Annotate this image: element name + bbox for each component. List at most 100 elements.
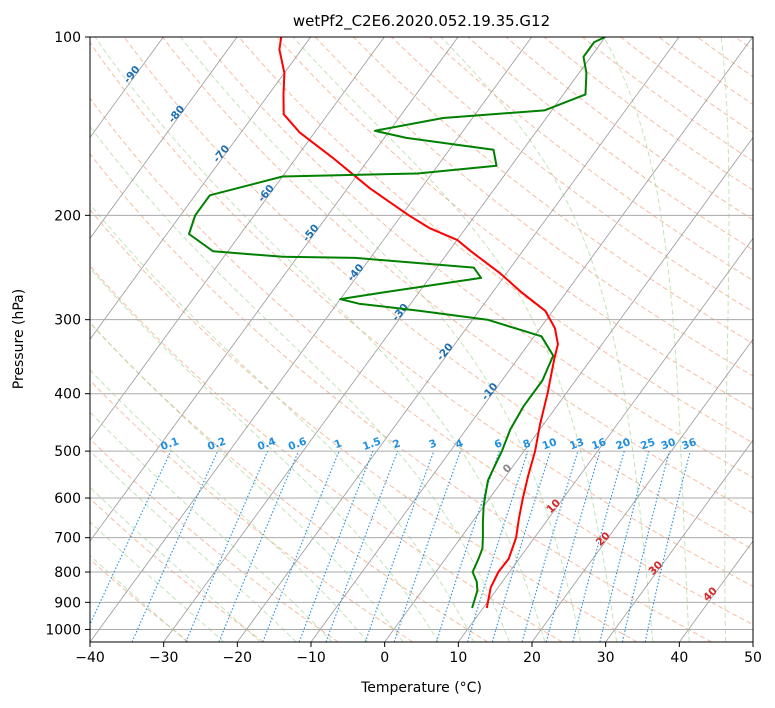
temperature-profile-line <box>278 37 559 609</box>
mixing-ratio-line <box>262 450 340 642</box>
y-tick-label: 400 <box>54 387 81 403</box>
dry-adiabat-line <box>658 37 753 106</box>
moist-adiabat-line <box>90 411 333 642</box>
mixing-ratio-label: 0.6 <box>287 435 309 453</box>
dry-adiabat-line <box>314 37 753 377</box>
dry-adiabat-line <box>162 37 753 514</box>
isotherm-line <box>384 136 753 642</box>
x-tick-label: −20 <box>223 650 253 666</box>
x-tick-label: −30 <box>149 650 179 666</box>
mixing-ratio-label: 0.4 <box>256 435 278 453</box>
dry-adiabat-line <box>90 438 339 642</box>
mixing-ratio-line <box>644 450 691 642</box>
moist-adiabat-line <box>292 37 618 642</box>
dry-adiabat-label: -70 <box>211 143 232 165</box>
moist-adiabat-line <box>90 369 369 642</box>
dry-adiabat-line <box>90 97 753 626</box>
isotherm-line <box>237 37 680 642</box>
dry-adiabat-line <box>90 265 563 642</box>
y-axis-label: Pressure (hPa) <box>11 289 27 389</box>
x-tick-label: 30 <box>597 650 615 666</box>
mixing-ratio-line <box>393 450 462 642</box>
x-axis-label: Temperature (°C) <box>360 680 482 696</box>
y-tick-label: 600 <box>54 491 81 507</box>
isotherm-line <box>605 439 753 642</box>
x-tick-label: 10 <box>449 650 467 666</box>
x-tick-label: 0 <box>380 650 389 666</box>
isotherm-line <box>90 37 238 240</box>
dry-adiabat-line <box>123 37 753 550</box>
plot-frame <box>89 36 754 643</box>
x-tick-label: −40 <box>75 650 105 666</box>
moist-adiabat-label: 20 <box>594 530 613 549</box>
mixing-ratio-line <box>521 450 579 642</box>
mixing-ratio-label: 0.1 <box>159 435 181 453</box>
x-tick-label: −10 <box>296 650 326 666</box>
dry-adiabat-label: -30 <box>390 301 411 323</box>
isotherm-line <box>752 641 753 642</box>
dry-adiabat-line <box>505 37 753 221</box>
y-tick-label: 1000 <box>45 622 81 638</box>
moist-adiabat-line <box>90 267 439 642</box>
x-tick-label: 50 <box>744 650 762 666</box>
moist-adiabat-line <box>90 203 475 642</box>
moist-adiabat-line <box>180 37 582 642</box>
y-tick-label: 700 <box>54 531 81 547</box>
moist-adiabat-line <box>94 37 546 642</box>
dry-adiabat-label: -90 <box>121 64 142 86</box>
mixing-ratio-line <box>572 450 625 642</box>
dry-adiabat-line <box>90 497 264 642</box>
dry-adiabat-line <box>467 37 753 251</box>
x-tick-label: 40 <box>670 650 688 666</box>
dry-adiabat-line <box>90 322 488 642</box>
moist-adiabat-line <box>720 37 730 642</box>
mixing-ratio-label: 20 <box>614 436 632 452</box>
isotherm-line <box>90 37 532 642</box>
moist-adiabat-line <box>603 37 690 642</box>
mixing-ratio-line <box>491 450 552 642</box>
moist-adiabat-line <box>90 321 404 642</box>
mixing-ratio-label: 8 <box>521 437 532 451</box>
mixing-ratio-label: 3 <box>427 437 438 451</box>
mixing-ratio-label: 30 <box>660 436 678 452</box>
dry-adiabat-line <box>734 37 753 51</box>
y-tick-label: 100 <box>54 30 81 46</box>
dry-adiabat-line <box>90 208 638 642</box>
mixing-ratio-label: 36 <box>680 436 698 452</box>
dry-adiabat-line <box>696 37 753 78</box>
y-tick-label: 900 <box>54 595 81 611</box>
y-tick-label: 500 <box>54 444 81 460</box>
dry-adiabat-line <box>90 558 190 642</box>
mixing-ratio-line <box>621 450 671 642</box>
moist-adiabat-line <box>762 37 775 642</box>
moist-adiabat-line <box>440 37 654 642</box>
dry-adiabat-line <box>90 153 712 642</box>
mixing-ratio-label: 0.2 <box>206 435 228 453</box>
dry-adiabat-line <box>276 37 753 410</box>
isotherm-line <box>531 338 753 642</box>
mixing-ratio-label: 25 <box>639 436 657 452</box>
dewpoint-profile-line <box>188 37 606 609</box>
isotherm-line <box>90 37 311 340</box>
moist-adiabat-label: 10 <box>544 497 563 516</box>
mixing-ratio-line <box>90 450 172 626</box>
moist-adiabat-label: 30 <box>646 559 665 578</box>
dry-adiabat-line <box>200 37 753 479</box>
mixing-ratio-line <box>466 450 529 642</box>
mixing-ratio-line <box>325 450 399 642</box>
dry-adiabat-line <box>543 37 753 191</box>
mixing-ratio-label: 10 <box>541 436 559 452</box>
dry-adiabat-line <box>238 37 753 444</box>
isotherm-line <box>90 37 459 542</box>
mixing-ratio-line <box>298 450 374 642</box>
dry-adiabat-line <box>353 37 753 345</box>
y-tick-label: 800 <box>54 565 81 581</box>
y-tick-label: 300 <box>54 313 81 329</box>
dry-adiabat-line <box>391 37 753 313</box>
mixing-ratio-label: 6 <box>493 437 504 451</box>
dry-adiabat-line <box>582 37 753 162</box>
mixing-ratio-line <box>131 450 219 642</box>
moist-adiabat-label: 0 <box>501 462 515 476</box>
moist-adiabat-label: 40 <box>701 585 720 604</box>
